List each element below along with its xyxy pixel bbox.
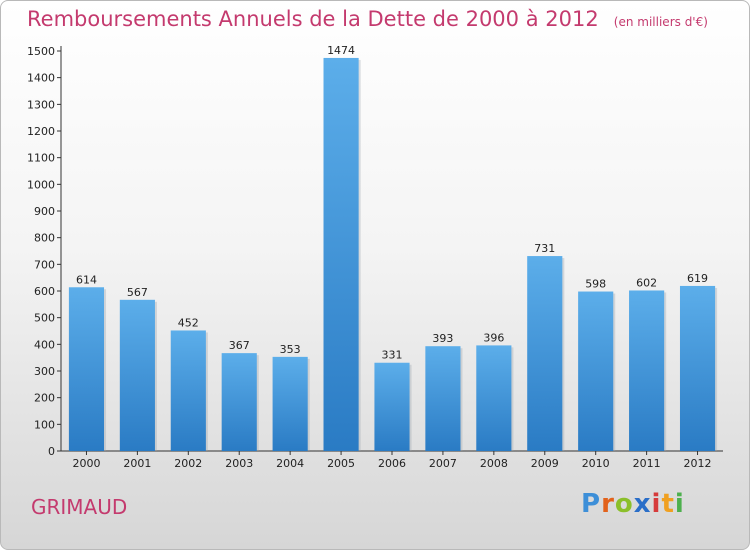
- bar: [476, 345, 512, 451]
- bar: [578, 291, 614, 451]
- y-tick-label: 1300: [27, 98, 55, 111]
- data-label: 367: [229, 339, 250, 352]
- y-tick-label: 400: [34, 338, 55, 351]
- x-tick-label: 2003: [225, 457, 253, 470]
- y-tick-label: 300: [34, 365, 55, 378]
- y-tick-label: 1000: [27, 178, 55, 191]
- y-tick-label: 1100: [27, 152, 55, 165]
- bar: [527, 256, 563, 451]
- x-tick-label: 2005: [327, 457, 355, 470]
- data-label: 353: [280, 343, 301, 356]
- y-tick-label: 600: [34, 285, 55, 298]
- data-label: 331: [382, 349, 403, 362]
- x-tick-label: 2008: [480, 457, 508, 470]
- data-label: 602: [636, 276, 657, 289]
- logo-letter: i: [674, 489, 685, 519]
- data-label: 598: [585, 278, 606, 291]
- y-tick-label: 1200: [27, 125, 55, 138]
- proxiti-logo: Proxiti: [581, 489, 685, 519]
- data-label: 1474: [327, 44, 355, 57]
- logo-letter: o: [614, 489, 634, 519]
- y-tick-label: 1500: [27, 45, 55, 58]
- logo-letter: P: [581, 489, 602, 519]
- bar: [68, 287, 105, 451]
- x-tick-label: 2010: [582, 457, 610, 470]
- x-tick-label: 2001: [123, 457, 151, 470]
- x-tick-label: 2004: [276, 457, 304, 470]
- y-tick-label: 700: [34, 258, 55, 271]
- bar: [170, 330, 206, 451]
- bar: [374, 362, 410, 451]
- bar: [425, 346, 461, 451]
- data-label: 619: [687, 272, 708, 285]
- x-tick-label: 2009: [531, 457, 559, 470]
- y-tick-label: 100: [34, 418, 55, 431]
- commune-name: GRIMAUD: [31, 495, 128, 519]
- bar: [629, 290, 665, 451]
- x-tick-label: 2006: [378, 457, 406, 470]
- y-tick-label: 1400: [27, 72, 55, 85]
- bar: [679, 285, 716, 451]
- x-tick-label: 2000: [72, 457, 100, 470]
- data-label: 393: [432, 332, 453, 345]
- y-tick-label: 200: [34, 392, 55, 405]
- data-label: 731: [534, 242, 555, 255]
- bar: [272, 356, 308, 451]
- x-tick-label: 2002: [174, 457, 202, 470]
- logo-letter: t: [661, 489, 675, 519]
- x-tick-label: 2011: [633, 457, 661, 470]
- data-label: 452: [178, 316, 199, 329]
- bar: [323, 57, 359, 451]
- data-label: 396: [483, 331, 504, 344]
- data-label: 567: [127, 286, 148, 299]
- y-tick-label: 0: [48, 445, 55, 458]
- logo-letter: x: [633, 489, 652, 519]
- logo-letter: i: [651, 489, 662, 519]
- chart-title: Remboursements Annuels de la Dette de 20…: [27, 7, 599, 31]
- title-row: Remboursements Annuels de la Dette de 20…: [27, 7, 708, 31]
- bar: [221, 353, 257, 451]
- chart-subtitle: (en milliers d'€): [613, 15, 708, 29]
- y-tick-label: 500: [34, 312, 55, 325]
- x-tick-label: 2007: [429, 457, 457, 470]
- x-tick-label: 2012: [684, 457, 712, 470]
- logo-letter: r: [601, 489, 615, 519]
- data-label: 614: [76, 273, 97, 286]
- bar: [119, 299, 155, 451]
- y-tick-label: 800: [34, 232, 55, 245]
- y-tick-label: 900: [34, 205, 55, 218]
